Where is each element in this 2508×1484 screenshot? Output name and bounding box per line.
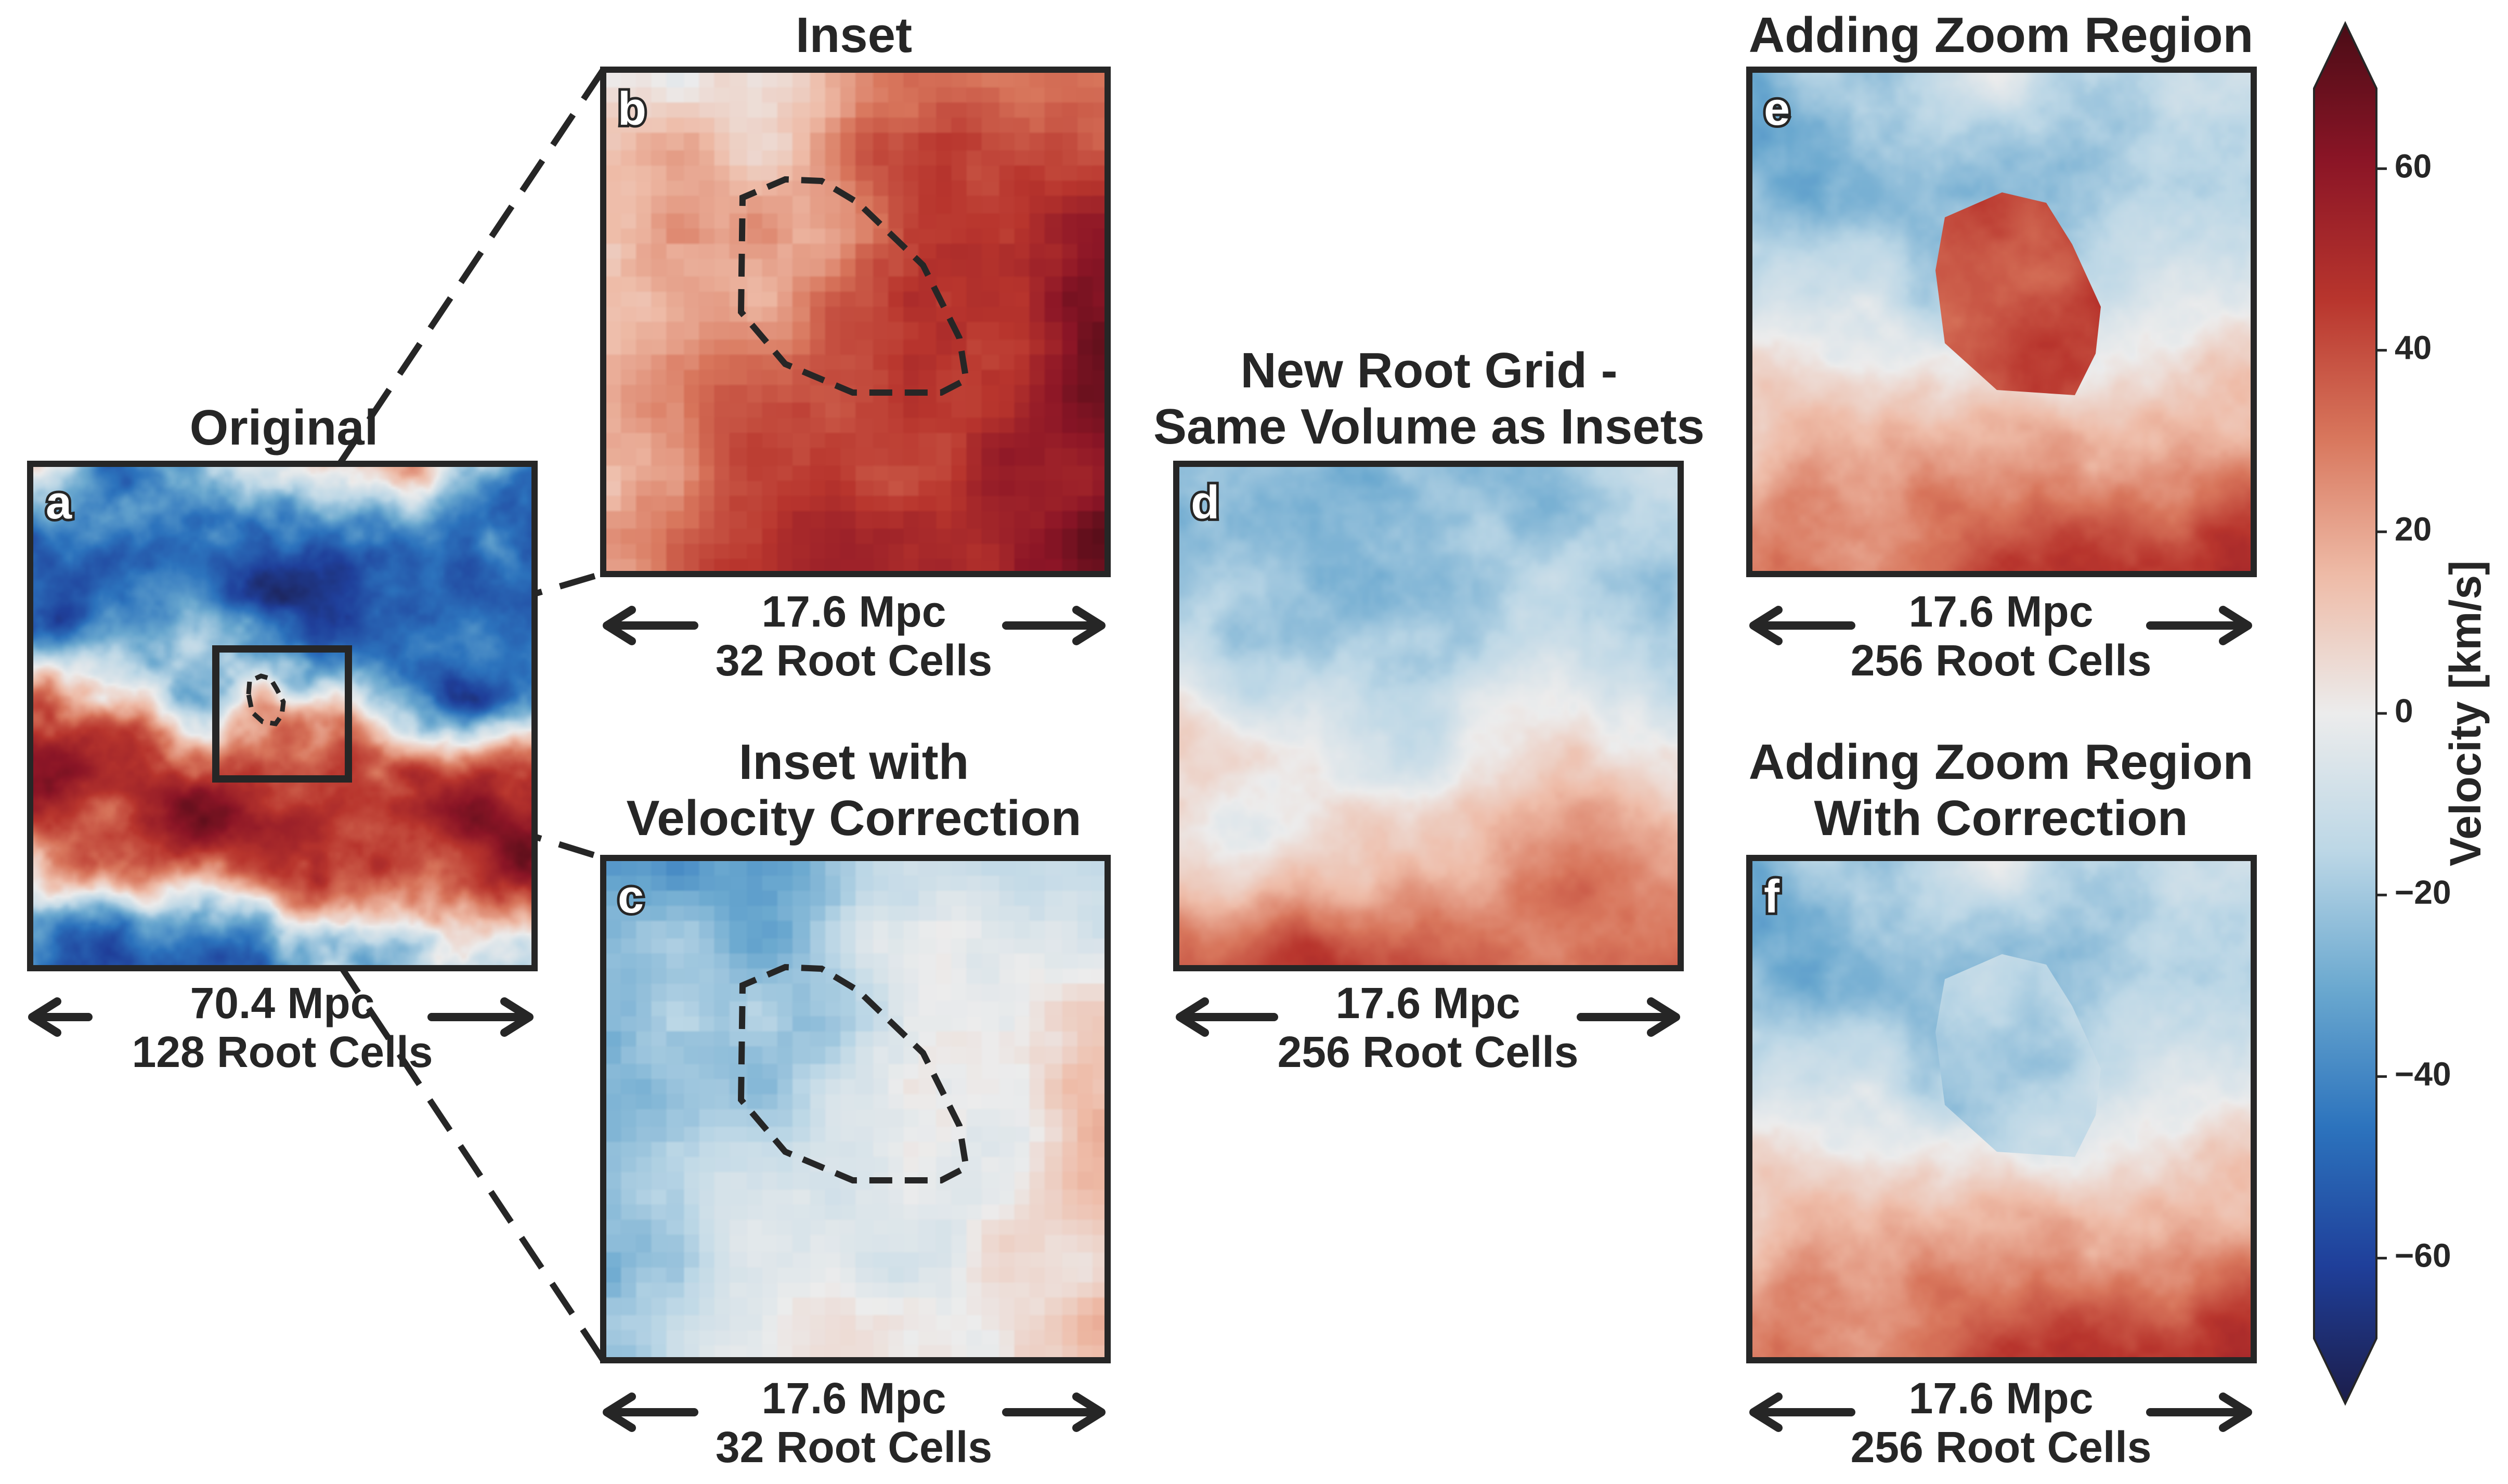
panel-frame bbox=[600, 855, 1111, 1363]
colorbar-tick-label: 0 bbox=[2395, 692, 2413, 730]
panel-e-title: Adding Zoom Region bbox=[1749, 7, 2254, 63]
left-arrow-icon bbox=[603, 1392, 698, 1432]
panel-letter-c: c bbox=[618, 871, 644, 923]
colorbar-ticks: 60 40 20 0 −20 −40 −60 bbox=[2376, 147, 2451, 1274]
velocity-map-a bbox=[30, 464, 535, 968]
right-arrow-icon bbox=[427, 997, 534, 1037]
scale-bar-d: 17.6 Mpc 256 Root Cells bbox=[1176, 979, 1680, 1076]
panel-b: Inset b 17.6 Mpc 32 Root Cells bbox=[600, 7, 1111, 685]
scale-size-label: 17.6 Mpc bbox=[762, 1374, 946, 1423]
panel-f: Adding Zoom Region With Correction f 17.… bbox=[1746, 734, 2257, 1472]
panel-c-title-line1: Inset with bbox=[739, 734, 969, 790]
colorbar-label: Velocity [km/s] bbox=[2441, 561, 2490, 866]
panel-b-title: Inset bbox=[796, 7, 912, 63]
left-arrow-icon bbox=[1749, 1392, 1855, 1432]
scale-cells-label: 32 Root Cells bbox=[716, 636, 992, 685]
scale-cells-label: 256 Root Cells bbox=[1851, 636, 2152, 685]
panel-d: New Root Grid - Same Volume as Insets d … bbox=[1153, 343, 1705, 1076]
scale-size-label: 17.6 Mpc bbox=[762, 587, 946, 636]
right-arrow-icon bbox=[2146, 606, 2252, 645]
left-arrow-icon bbox=[28, 997, 93, 1037]
scale-size-label: 17.6 Mpc bbox=[1336, 979, 1521, 1027]
panel-f-title-line1: Adding Zoom Region bbox=[1749, 734, 2254, 790]
right-arrow-icon bbox=[2146, 1392, 2252, 1432]
zoom-region-outline bbox=[246, 673, 286, 726]
velocity-map-image bbox=[30, 464, 535, 968]
panel-f-title-line2: With Correction bbox=[1814, 790, 2188, 846]
velocity-map-e bbox=[1749, 70, 2254, 574]
scale-cells-label: 128 Root Cells bbox=[132, 1027, 433, 1076]
panel-a-title: Original bbox=[190, 400, 379, 455]
scale-size-label: 17.6 Mpc bbox=[1909, 1374, 2094, 1423]
velocity-map-b bbox=[603, 70, 1108, 574]
velocity-map-image bbox=[603, 858, 1108, 1360]
velocity-map-image bbox=[603, 70, 1108, 574]
colorbar-tick-label: 40 bbox=[2395, 329, 2432, 366]
colorbar-tick-label: −60 bbox=[2395, 1237, 2451, 1274]
colorbar-tick-label: 20 bbox=[2395, 511, 2432, 548]
zoom-region-outline bbox=[737, 176, 970, 396]
scale-cells-label: 32 Root Cells bbox=[716, 1423, 992, 1472]
panel-frame bbox=[600, 67, 1111, 577]
panel-frame bbox=[1173, 461, 1684, 971]
inset-box bbox=[212, 645, 352, 783]
scale-cells-label: 256 Root Cells bbox=[1278, 1027, 1579, 1076]
panel-e: Adding Zoom Region e 17.6 Mpc 256 Root C… bbox=[1746, 7, 2257, 685]
scale-bar-c: 17.6 Mpc 32 Root Cells bbox=[603, 1374, 1106, 1472]
velocity-map-image bbox=[1176, 464, 1681, 968]
right-arrow-icon bbox=[1002, 606, 1106, 645]
scale-cells-label: 256 Root Cells bbox=[1851, 1423, 2152, 1472]
panel-a: Original a 70.4 Mpc 128 Root Cells bbox=[27, 400, 538, 1076]
scale-size-label: 17.6 Mpc bbox=[1909, 587, 2094, 636]
scale-bar-a: 70.4 Mpc 128 Root Cells bbox=[28, 979, 534, 1076]
panel-letter-b: b bbox=[618, 83, 646, 135]
panel-frame bbox=[27, 461, 538, 971]
colorbar-tick-label: −20 bbox=[2395, 874, 2451, 911]
velocity-map-d bbox=[1176, 464, 1681, 968]
panel-frame bbox=[1746, 67, 2257, 577]
scale-bar-e: 17.6 Mpc 256 Root Cells bbox=[1749, 587, 2252, 685]
panel-letter-e: e bbox=[1764, 83, 1790, 135]
right-arrow-icon bbox=[1002, 1392, 1106, 1432]
panel-d-title-line2: Same Volume as Insets bbox=[1153, 399, 1705, 454]
left-arrow-icon bbox=[1749, 606, 1855, 645]
panel-frame bbox=[1746, 855, 2257, 1363]
left-arrow-icon bbox=[1176, 997, 1278, 1037]
scale-bar-b: 17.6 Mpc 32 Root Cells bbox=[603, 587, 1106, 685]
right-arrow-icon bbox=[1577, 997, 1680, 1037]
panel-c-title-line2: Velocity Correction bbox=[627, 790, 1082, 846]
colorbar: 60 40 20 0 −20 −40 −60 Velocity [km/s] bbox=[2313, 21, 2490, 1406]
panel-c: Inset with Velocity Correction c 17.6 Mp… bbox=[600, 734, 1111, 1472]
velocity-map-c bbox=[603, 858, 1108, 1360]
panel-letter-d: d bbox=[1191, 477, 1219, 529]
colorbar-tick-label: −40 bbox=[2395, 1055, 2451, 1092]
left-arrow-icon bbox=[603, 606, 698, 645]
colorbar-body bbox=[2313, 21, 2377, 1406]
panel-letter-a: a bbox=[46, 477, 72, 529]
velocity-map-f bbox=[1749, 858, 2254, 1360]
colorbar-tick-label: 60 bbox=[2395, 147, 2432, 185]
scale-bar-f: 17.6 Mpc 256 Root Cells bbox=[1749, 1374, 2252, 1472]
panel-letter-f: f bbox=[1764, 871, 1780, 923]
zoom-region-outline bbox=[737, 964, 970, 1183]
scale-size-label: 70.4 Mpc bbox=[190, 979, 375, 1027]
panel-d-title-line1: New Root Grid - bbox=[1240, 343, 1617, 398]
